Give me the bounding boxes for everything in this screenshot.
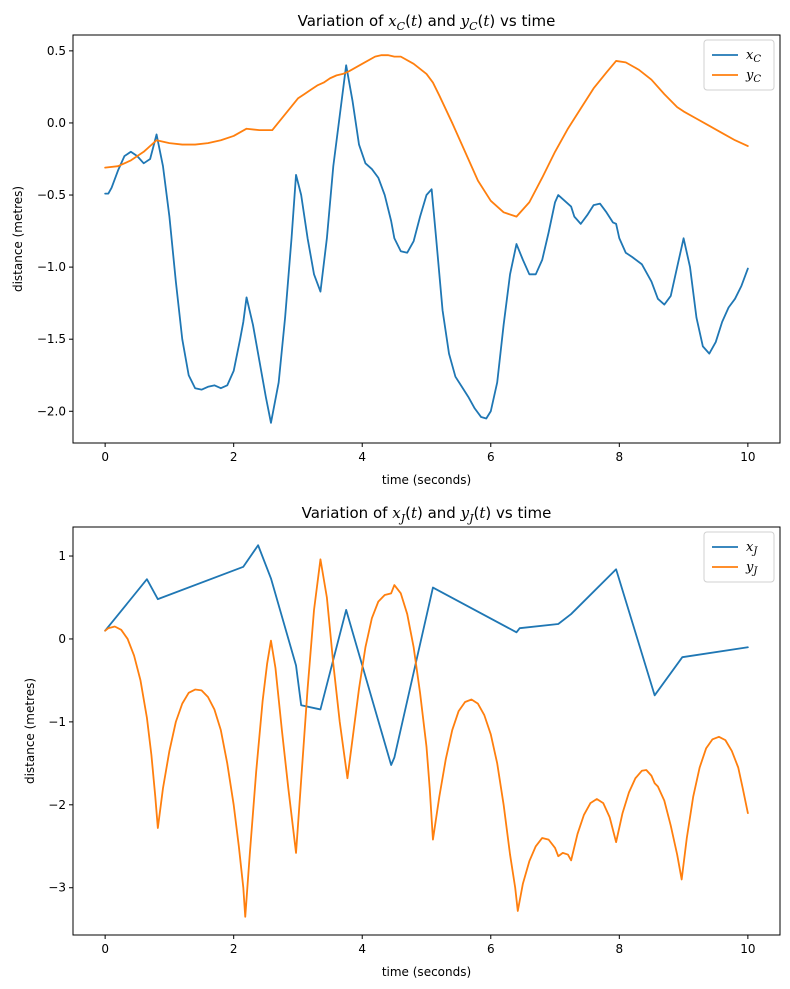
title-t-var: t [411, 504, 418, 522]
y-tick-label: −0.5 [37, 188, 66, 202]
title-paren-rest: ) and [417, 12, 461, 30]
series-line-x-c [104, 64, 749, 424]
title-part-3: (t) and [405, 504, 461, 522]
title-part-0: Variation of [302, 504, 393, 522]
title-part-5: J [467, 512, 474, 525]
bottom-subplot: 0 2 4 6 8 10 −3 −2 −1 0 1 time (seconds) distance (m… [23, 504, 781, 979]
y-tick-label: 0.0 [47, 116, 66, 130]
x-tick-label: 6 [487, 450, 495, 464]
series-line-y-j [104, 558, 749, 918]
y-tick-label: −3 [48, 881, 66, 895]
title-part-6: (t) vs time [477, 12, 555, 30]
legend-symbol: x [746, 540, 754, 555]
y-tick-label: −1 [48, 715, 66, 729]
x-tick-label: 2 [230, 942, 238, 956]
title-part-5: C [469, 20, 478, 33]
legend-subscript: C [753, 74, 761, 85]
chart-title: Variation of xJ(t) and yJ(t) vs time [302, 504, 552, 525]
y-tick-label: 0.5 [47, 44, 66, 58]
legend-label-y-j: yJ [745, 560, 758, 577]
legend-symbol: y [745, 560, 754, 575]
series-line-y-c [104, 54, 749, 218]
title-paren-open: ( [405, 12, 411, 30]
x-tick-label: 6 [487, 942, 495, 956]
y-tick-label: 0 [58, 632, 66, 646]
legend-subscript: C [753, 54, 761, 65]
legend-box [703, 39, 775, 91]
x-axis-label: time (seconds) [382, 473, 471, 487]
title-part-0: Variation of [298, 12, 389, 30]
title-paren-open: ( [473, 504, 479, 522]
title-paren-open: ( [405, 504, 411, 522]
title-t-var: t [411, 12, 418, 30]
top-subplot: 0 2 4 6 8 10 −2.0 −1.5 −1.0 −0.5 0.0 0.5 time (secon… [11, 12, 781, 487]
title-part-6: (t) vs time [473, 504, 551, 522]
axes-frame [72, 34, 781, 444]
y-axis-label: distance (metres) [23, 678, 37, 784]
x-tick-label: 4 [358, 450, 366, 464]
legend-label-y-c: yC [745, 68, 761, 85]
y-tick-label: −1.0 [37, 260, 66, 274]
legend-box [703, 531, 775, 583]
legend-label-x-j: xJ [746, 540, 758, 557]
legend-subscript: J [751, 546, 758, 557]
chart-title: Variation of xC(t) and yC(t) vs time [298, 12, 556, 33]
title-t-var: t [483, 12, 490, 30]
title-t-var: t [479, 504, 486, 522]
legend-symbol: y [745, 68, 754, 83]
x-tick-label: 0 [101, 450, 109, 464]
y-axis-label: distance (metres) [11, 186, 25, 292]
x-tick-label: 10 [740, 942, 755, 956]
series-line-x-j [104, 544, 749, 766]
title-part-3: (t) and [405, 12, 461, 30]
title-paren-rest: ) vs time [489, 12, 555, 30]
title-paren-open: ( [477, 12, 483, 30]
x-axis-label: time (seconds) [382, 965, 471, 979]
title-paren-rest: ) and [417, 504, 461, 522]
y-tick-label: −2 [48, 798, 66, 812]
y-tick-label: −1.5 [37, 332, 66, 346]
title-part-1: x [392, 504, 401, 522]
x-tick-label: 2 [230, 450, 238, 464]
x-tick-label: 4 [358, 942, 366, 956]
title-part-4: y [460, 12, 470, 30]
title-part-2: J [399, 512, 406, 525]
title-part-2: C [397, 20, 406, 33]
x-tick-label: 0 [101, 942, 109, 956]
y-tick-label: 1 [58, 549, 66, 563]
axes-frame [72, 526, 781, 936]
x-tick-label: 8 [615, 942, 623, 956]
x-tick-label: 10 [740, 450, 755, 464]
y-tick-label: −2.0 [37, 404, 66, 418]
legend-label-x-c: xC [746, 48, 761, 65]
legend-symbol: x [746, 48, 754, 63]
legend-subscript: J [751, 566, 758, 577]
title-part-1: x [388, 12, 397, 30]
title-paren-rest: ) vs time [485, 504, 551, 522]
x-tick-label: 8 [615, 450, 623, 464]
title-part-4: y [460, 504, 470, 522]
